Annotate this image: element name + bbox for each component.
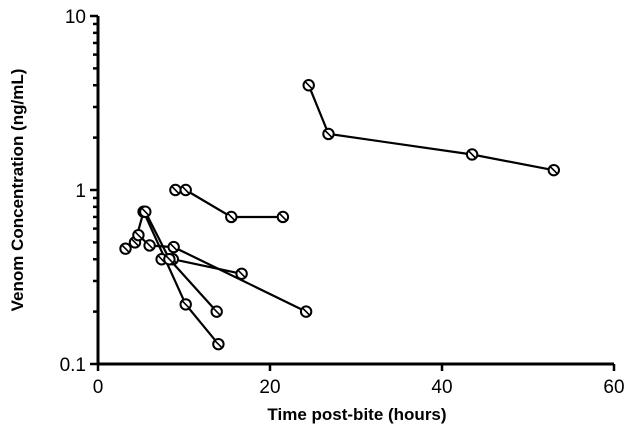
data-point-slash (181, 300, 190, 309)
data-point-slash (121, 244, 130, 253)
data-point-slash (549, 165, 559, 175)
data-point-slash (165, 255, 174, 264)
data-point (139, 205, 152, 218)
data-point-slash (301, 307, 311, 316)
data-point (212, 337, 225, 351)
data-point-slash (141, 207, 150, 216)
data-point (119, 242, 132, 255)
y-tick-label: 1 (75, 181, 86, 202)
data-point-slash (212, 307, 221, 316)
x-tick-label: 40 (431, 377, 452, 398)
data-point (163, 253, 176, 266)
data-point-slash (171, 185, 180, 195)
series-6 (139, 205, 223, 318)
series-line (307, 84, 555, 172)
data-point-slash (130, 238, 140, 247)
data-point (465, 148, 479, 161)
data-point (302, 79, 315, 92)
data-point (132, 228, 145, 242)
x-tick-label: 20 (259, 377, 280, 398)
data-point (143, 239, 156, 252)
data-point (322, 127, 335, 141)
y-tick-label: 10 (65, 7, 86, 28)
series-3 (119, 205, 225, 351)
data-point-slash (467, 150, 477, 159)
data-point (179, 183, 192, 197)
data-point (167, 240, 180, 254)
data-point-slash (134, 230, 143, 240)
data-point (210, 305, 223, 318)
data-point-slash (214, 339, 223, 349)
data-point-slash (169, 242, 178, 252)
data-point (169, 183, 182, 197)
y-tick-label: 0.1 (60, 355, 86, 376)
data-point-slash (278, 212, 288, 222)
x-axis-title: Time post-bite (hours) (267, 405, 446, 424)
series-4 (132, 228, 313, 318)
series-1 (302, 79, 560, 177)
x-tick-label: 0 (93, 377, 104, 398)
data-point-slash (145, 241, 154, 250)
series-2 (169, 183, 290, 224)
data-point (547, 163, 560, 177)
y-axis-title: Venom Concentration (ng/mL) (8, 69, 27, 312)
data-point (299, 305, 313, 318)
ticks: 0 20 40 60 0.1 1 10 (60, 7, 625, 398)
data-point-slash (181, 185, 190, 195)
data-point (225, 210, 238, 224)
x-tick-label: 60 (603, 377, 624, 398)
data-point (235, 267, 248, 280)
data-point-slash (237, 269, 246, 278)
data-point (276, 210, 290, 224)
series-layer (119, 79, 560, 351)
data-point-slash (304, 81, 313, 90)
data-point (179, 298, 192, 311)
data-point-slash (324, 129, 333, 139)
data-point-slash (227, 212, 236, 222)
